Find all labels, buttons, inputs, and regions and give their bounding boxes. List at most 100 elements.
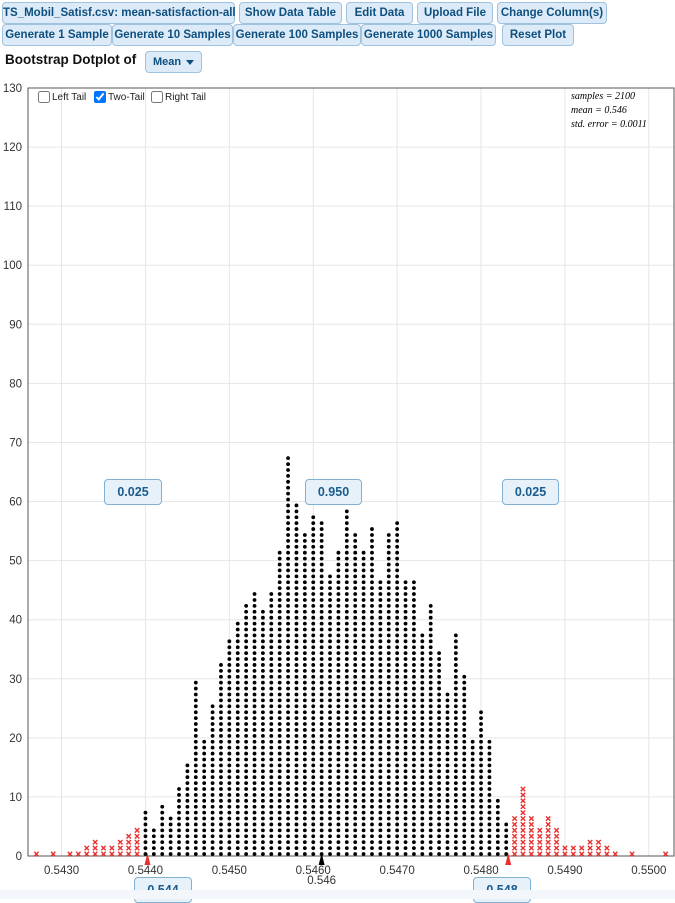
- dot: [261, 810, 265, 815]
- dot: [412, 692, 416, 697]
- dot: [311, 538, 316, 543]
- edit-data-button[interactable]: Edit Data: [346, 2, 413, 24]
- dot: [386, 692, 391, 697]
- two-tail-option[interactable]: Two-Tail: [94, 91, 145, 103]
- dot: [269, 733, 274, 738]
- dot: [185, 804, 190, 809]
- dot: [361, 704, 366, 709]
- left-tail-checkbox[interactable]: [38, 91, 50, 103]
- dot: [336, 840, 341, 845]
- dot: [193, 745, 198, 750]
- dot: [319, 568, 324, 573]
- show-data-table-button[interactable]: Show Data Table: [239, 2, 342, 24]
- dot: [353, 562, 358, 567]
- dot: [294, 674, 299, 679]
- left-tail-proportion[interactable]: 0.025: [104, 479, 162, 505]
- dot: [235, 852, 240, 856]
- dot: [302, 698, 307, 703]
- dot: [395, 728, 400, 732]
- dot: [370, 787, 374, 791]
- dot: [319, 787, 324, 791]
- dot: [235, 822, 240, 827]
- dot: [302, 710, 307, 715]
- dot: [227, 680, 232, 685]
- tail-dot: [134, 839, 140, 845]
- dot: [319, 816, 324, 821]
- dot: [261, 793, 265, 797]
- dot: [395, 751, 400, 756]
- right-tail-proportion[interactable]: 0.025: [502, 479, 559, 505]
- dot: [378, 698, 383, 703]
- change-columns-button[interactable]: Change Column(s): [497, 2, 607, 24]
- dot: [311, 556, 316, 561]
- generate-10-samples-button[interactable]: Generate 10 Samples: [112, 24, 233, 46]
- dot: [286, 657, 290, 661]
- y-tick-label: 80: [9, 378, 22, 390]
- dot: [244, 846, 249, 850]
- dot: [344, 798, 349, 803]
- generate-100-samples-button[interactable]: Generate 100 Samples: [233, 24, 361, 46]
- dot: [353, 550, 358, 555]
- dot: [361, 639, 366, 644]
- dot: [395, 538, 400, 543]
- dot: [294, 651, 299, 656]
- dot: [353, 686, 358, 691]
- tail-dot: [75, 851, 82, 857]
- dot: [395, 574, 400, 579]
- dot: [495, 834, 500, 839]
- right-tail-checkbox[interactable]: [151, 91, 163, 103]
- dot: [412, 698, 416, 703]
- dot: [160, 852, 165, 856]
- dot: [294, 822, 299, 827]
- dot: [470, 828, 475, 833]
- x-tick-label: 0.5480: [463, 865, 498, 877]
- generate-1000-samples-button[interactable]: Generate 1000 Samples: [361, 24, 496, 46]
- dot: [328, 651, 332, 656]
- dot: [336, 621, 341, 626]
- dot: [437, 739, 441, 744]
- right-tail-option[interactable]: Right Tail: [151, 91, 206, 103]
- middle-proportion[interactable]: 0.950: [305, 479, 362, 505]
- left-tail-option[interactable]: Left Tail: [38, 91, 86, 103]
- dot: [294, 627, 299, 632]
- dot: [277, 816, 282, 821]
- dot: [328, 810, 332, 815]
- dot: [370, 550, 374, 555]
- dot: [277, 822, 282, 827]
- dot: [353, 816, 358, 821]
- dot: [462, 828, 467, 833]
- dot: [353, 787, 358, 791]
- dot: [143, 846, 148, 850]
- dot: [370, 840, 374, 845]
- dot: [202, 751, 207, 756]
- dot: [269, 704, 274, 709]
- dot: [370, 739, 374, 744]
- dot: [311, 704, 316, 709]
- y-tick-label: 30: [9, 674, 22, 686]
- dot: [344, 680, 349, 685]
- dot: [328, 586, 332, 591]
- reset-plot-button[interactable]: Reset Plot: [502, 24, 574, 46]
- dot: [344, 568, 349, 573]
- dot: [261, 722, 265, 726]
- two-tail-checkbox[interactable]: [94, 91, 106, 103]
- dot: [412, 592, 416, 596]
- dot: [261, 798, 265, 803]
- dot: [428, 763, 433, 768]
- dot: [193, 722, 198, 726]
- x-tick-label: 0.5470: [380, 865, 415, 877]
- dot: [453, 798, 458, 803]
- dot: [336, 580, 341, 585]
- dot: [227, 733, 232, 738]
- tail-dot: [553, 839, 560, 845]
- dot: [378, 657, 383, 661]
- dot: [386, 639, 391, 644]
- dot: [177, 840, 181, 845]
- generate-1-sample-button[interactable]: Generate 1 Sample: [2, 24, 112, 46]
- statistic-select[interactable]: Mean: [145, 51, 202, 73]
- upload-file-button[interactable]: Upload File: [417, 2, 493, 24]
- tail-dot: [92, 851, 98, 857]
- dot: [269, 798, 274, 803]
- dot: [261, 751, 265, 756]
- dataset-select[interactable]: TS_Mobil_Satisf.csv: mean-satisfaction-a…: [2, 2, 249, 24]
